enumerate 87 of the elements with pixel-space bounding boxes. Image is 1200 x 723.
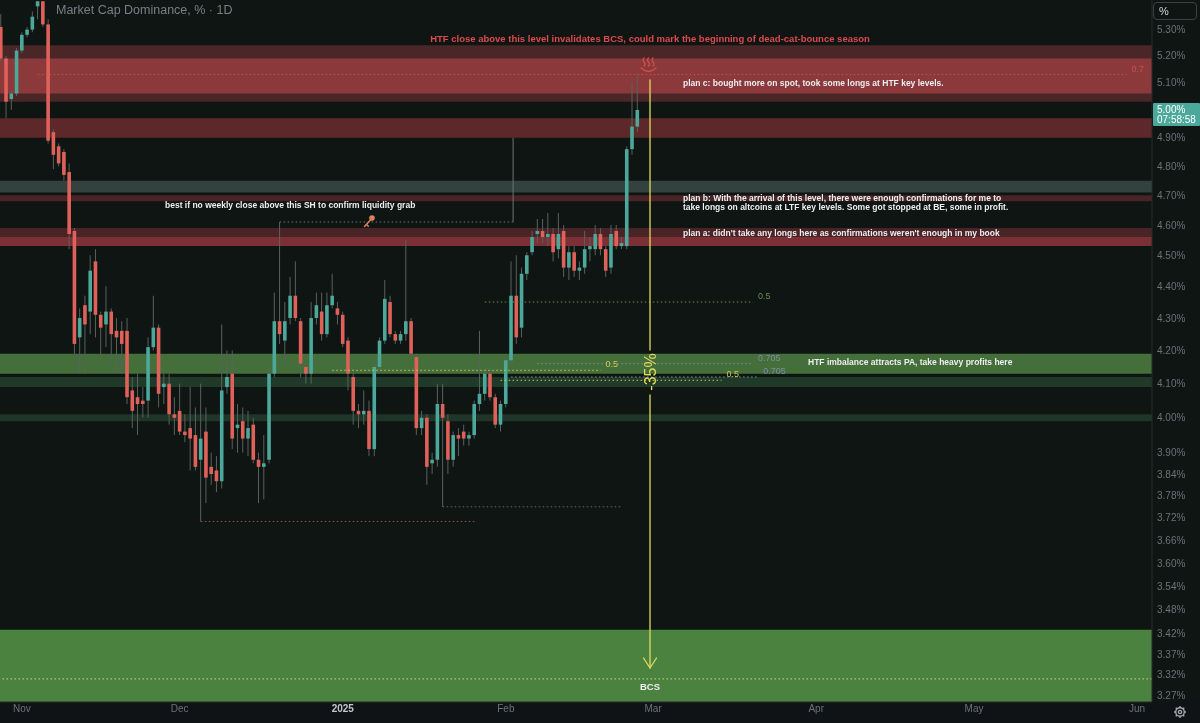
y-tick-label: 3.60% xyxy=(1157,557,1186,569)
candlestick xyxy=(283,301,287,368)
y-tick-label: 4.40% xyxy=(1157,280,1186,292)
x-tick-label: 2025 xyxy=(331,702,355,714)
y-tick-label: 3.78% xyxy=(1157,490,1186,502)
candlestick xyxy=(20,31,24,54)
x-tick-label: Dec xyxy=(170,702,189,714)
candlestick xyxy=(330,273,334,309)
x-tick-label: Jun xyxy=(1129,702,1146,714)
candlestick xyxy=(567,245,571,281)
y-tick-label: 3.54% xyxy=(1157,580,1186,592)
y-tick-label: 3.48% xyxy=(1157,604,1186,616)
candlestick xyxy=(546,212,550,247)
annotation: -35% xyxy=(641,353,659,391)
x-tick-label: May xyxy=(964,702,984,714)
y-tick-label: 4.10% xyxy=(1157,378,1186,390)
annotation: plan b: With the arrival of this level, there were enough confirmations for me to take longs on altcoins at LTF key levels. Some got stopped at BE, some in profit. xyxy=(683,192,1009,213)
series-label: 0.5 xyxy=(605,359,619,370)
candlestick xyxy=(304,363,308,385)
annotation: HTF imbalance attracts PA, take heavy profits here xyxy=(808,357,1013,367)
candlestick xyxy=(530,230,534,256)
series-label: 0.5 xyxy=(726,369,740,380)
y-tick-label: 4.90% xyxy=(1157,132,1186,144)
candlestick xyxy=(104,285,108,348)
annotation: best if no weekly close above this SH to confirm liquidity grab xyxy=(165,200,416,210)
y-tick-label: 3.42% xyxy=(1157,628,1186,640)
candlestick xyxy=(141,386,145,419)
candlestick xyxy=(614,224,619,250)
candlestick xyxy=(603,245,608,278)
y-tick-label: 3.84% xyxy=(1157,468,1186,480)
y-tick-label: 5.30% xyxy=(1157,24,1186,36)
y-tick-label: 3.37% xyxy=(1157,648,1186,660)
candlestick xyxy=(404,239,408,342)
candlestick xyxy=(288,276,292,325)
candlestick xyxy=(551,227,555,262)
annotation: plan c: bought more on spot, took some longs at HTF key levels. xyxy=(683,78,944,88)
candlestick xyxy=(335,301,340,325)
candlestick xyxy=(9,90,14,111)
candlestick xyxy=(25,26,29,38)
y-tick-label: 5.10% xyxy=(1157,77,1186,89)
candlestick xyxy=(525,251,529,281)
x-tick-label: Mar xyxy=(644,702,663,714)
candlestick xyxy=(261,434,266,500)
candlestick xyxy=(572,245,576,278)
text: 07:58:58 xyxy=(1157,114,1197,126)
y-tick-label: 3.27% xyxy=(1157,690,1186,702)
y-tick-label: 4.70% xyxy=(1157,189,1186,201)
chart-title: Market Cap Dominance, % · 1D xyxy=(56,3,233,17)
candlestick xyxy=(162,373,166,405)
candlestick xyxy=(98,311,103,358)
ref-line-label: BCS xyxy=(639,681,661,693)
candlestick xyxy=(172,396,177,436)
text: 5.00% xyxy=(1157,104,1186,116)
candlestick xyxy=(482,366,487,402)
series-label: 0.705 xyxy=(763,365,786,376)
y-tick-label: 3.90% xyxy=(1157,447,1186,459)
text: % xyxy=(1153,2,1197,20)
y-tick-label: 4.00% xyxy=(1157,412,1186,424)
y-tick-label: 5.20% xyxy=(1157,50,1186,62)
annotation: plan a: didn't take any longs here as confirmations weren't enough in my book xyxy=(683,228,1000,238)
band-label: HTF close above this level invalidates BCS, could mark the beginning of dead-cat-bounce season xyxy=(430,32,871,44)
series-label: 0.5 xyxy=(758,291,771,302)
x-tick-label: Apr xyxy=(808,702,825,714)
y-tick-label: 4.60% xyxy=(1157,219,1186,231)
y-tick-label: 3.66% xyxy=(1157,534,1186,546)
y-tick-label: 4.50% xyxy=(1157,249,1186,261)
candlestick xyxy=(41,0,45,28)
candlestick xyxy=(456,427,461,457)
candlestick xyxy=(109,307,114,365)
candlestick xyxy=(83,295,87,375)
y-tick-label: 3.32% xyxy=(1157,669,1186,681)
y-tick-label: 4.20% xyxy=(1157,345,1186,356)
y-tick-label: 4.80% xyxy=(1157,160,1186,172)
y-tick-label: 3.72% xyxy=(1157,512,1186,524)
candlestick xyxy=(467,431,471,447)
candlestick xyxy=(635,74,640,133)
candlestick xyxy=(630,82,634,156)
candlestick xyxy=(488,366,492,402)
candlestick xyxy=(225,349,229,395)
candlestick xyxy=(246,410,250,457)
y-tick-label: 4.30% xyxy=(1157,312,1186,324)
x-tick-label: Nov xyxy=(13,702,31,714)
candlestick xyxy=(240,406,245,454)
candlestick xyxy=(361,389,366,426)
series-label: 0.705 xyxy=(758,352,781,363)
candlestick xyxy=(430,452,434,475)
x-tick-label: Feb xyxy=(497,702,515,714)
